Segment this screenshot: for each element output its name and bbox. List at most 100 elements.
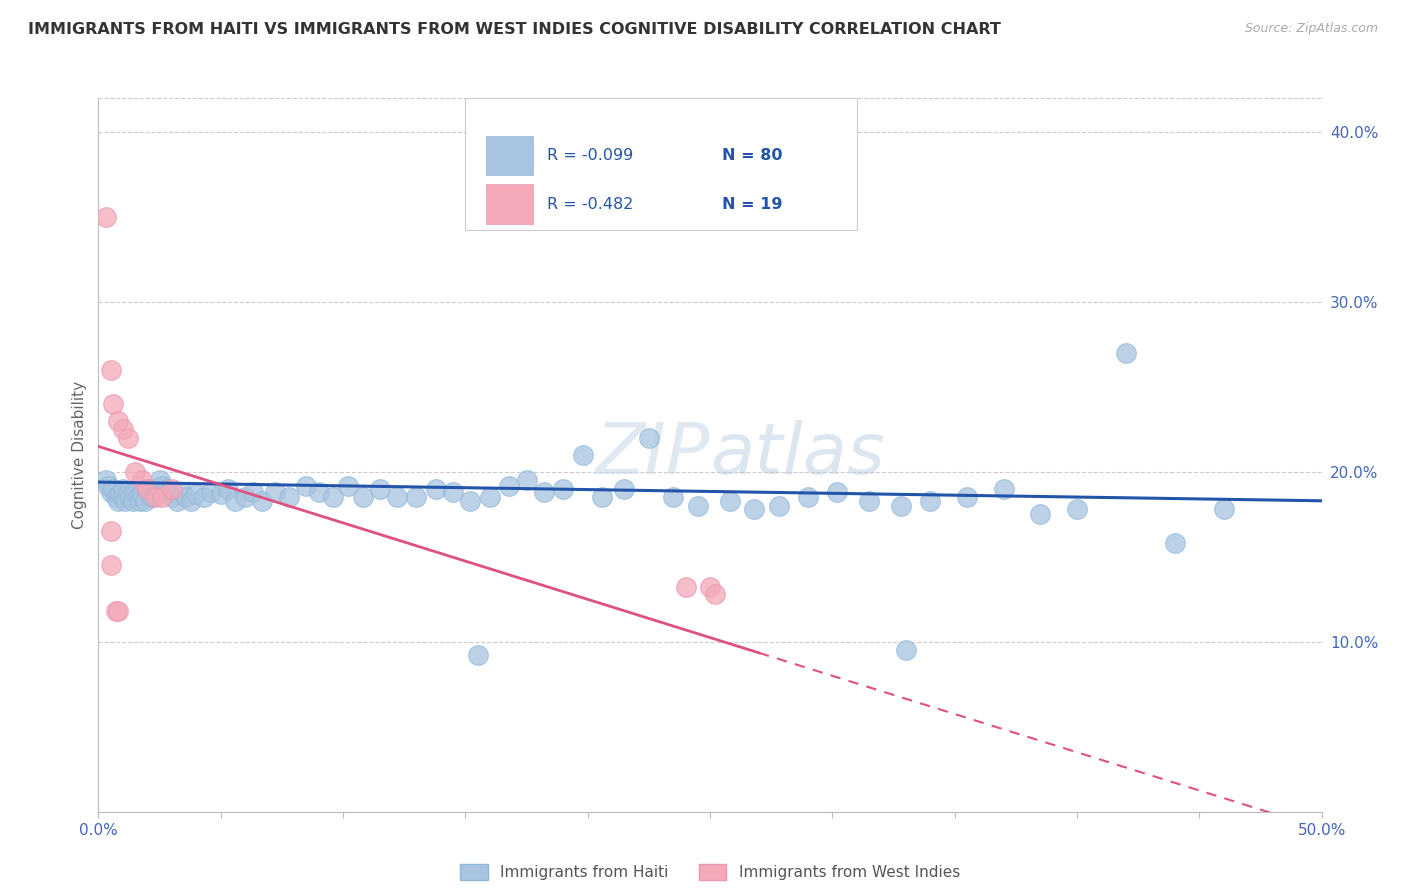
Point xyxy=(209,487,232,501)
Point xyxy=(127,491,149,505)
Point xyxy=(143,482,166,496)
Point xyxy=(104,604,127,618)
Point xyxy=(825,485,848,500)
Point xyxy=(1115,346,1137,360)
Point xyxy=(890,499,912,513)
Point xyxy=(352,491,374,505)
Point xyxy=(1066,502,1088,516)
Point xyxy=(572,448,595,462)
Point xyxy=(107,604,129,618)
Point xyxy=(170,485,193,500)
Bar xyxy=(486,136,533,175)
Point xyxy=(217,482,239,496)
Text: R = -0.482: R = -0.482 xyxy=(547,196,634,211)
Point xyxy=(1212,502,1234,516)
Point xyxy=(458,493,481,508)
Point xyxy=(233,491,256,505)
Point xyxy=(117,485,139,500)
Text: N = 19: N = 19 xyxy=(723,196,783,211)
Point xyxy=(100,363,122,377)
Point xyxy=(385,491,408,505)
Point xyxy=(591,491,613,505)
Point xyxy=(136,482,159,496)
Point xyxy=(124,485,146,500)
Point xyxy=(110,487,132,501)
Point xyxy=(100,524,122,539)
Point xyxy=(703,587,725,601)
Point xyxy=(686,499,709,513)
Point xyxy=(425,482,447,496)
Point xyxy=(200,485,222,500)
Point xyxy=(263,485,285,500)
Point xyxy=(478,491,501,505)
Point xyxy=(894,643,917,657)
Point xyxy=(150,478,173,492)
Point xyxy=(956,491,979,505)
Point xyxy=(252,493,274,508)
Point xyxy=(278,491,301,505)
Point xyxy=(186,487,208,501)
Point xyxy=(141,491,163,505)
Point xyxy=(101,482,124,496)
Point xyxy=(104,491,127,505)
Text: atlas: atlas xyxy=(710,420,884,490)
Point xyxy=(613,482,636,496)
Point xyxy=(224,493,246,508)
Point xyxy=(156,482,179,496)
Point xyxy=(1029,508,1052,522)
Point xyxy=(160,491,183,505)
Bar xyxy=(486,185,533,224)
Point xyxy=(124,465,146,479)
FancyBboxPatch shape xyxy=(465,98,856,230)
Text: R = -0.099: R = -0.099 xyxy=(547,148,634,163)
Point xyxy=(441,485,464,500)
Point xyxy=(131,487,153,501)
Point xyxy=(94,210,117,224)
Point xyxy=(295,478,318,492)
Point xyxy=(498,478,520,492)
Point xyxy=(515,474,537,488)
Point xyxy=(100,485,122,500)
Legend: Immigrants from Haiti, Immigrants from West Indies: Immigrants from Haiti, Immigrants from W… xyxy=(454,858,966,886)
Point xyxy=(742,502,765,516)
Point xyxy=(993,482,1015,496)
Point xyxy=(121,493,143,508)
Point xyxy=(308,485,330,500)
Point xyxy=(405,491,427,505)
Point xyxy=(160,482,183,496)
Point xyxy=(117,431,139,445)
Point xyxy=(920,493,942,508)
Point xyxy=(368,482,391,496)
Point xyxy=(107,414,129,428)
Point xyxy=(143,491,166,505)
Point xyxy=(149,474,172,488)
Point xyxy=(858,493,880,508)
Text: N = 80: N = 80 xyxy=(723,148,783,163)
Point xyxy=(134,493,156,508)
Point xyxy=(699,581,721,595)
Point xyxy=(166,493,188,508)
Point xyxy=(336,478,359,492)
Point xyxy=(136,482,159,496)
Point xyxy=(1164,536,1187,550)
Point xyxy=(97,478,120,492)
Point xyxy=(193,491,215,505)
Point xyxy=(662,491,685,505)
Point xyxy=(176,491,198,505)
Point xyxy=(139,487,162,501)
Point xyxy=(242,485,264,500)
Point xyxy=(533,485,555,500)
Point xyxy=(129,493,152,508)
Point xyxy=(150,491,173,505)
Point xyxy=(322,491,344,505)
Text: ZIP: ZIP xyxy=(596,420,710,490)
Point xyxy=(101,397,124,411)
Point xyxy=(675,581,697,595)
Point xyxy=(111,491,134,505)
Point xyxy=(553,482,575,496)
Point xyxy=(111,422,134,436)
Point xyxy=(180,493,202,508)
Point xyxy=(100,558,122,573)
Text: Source: ZipAtlas.com: Source: ZipAtlas.com xyxy=(1244,22,1378,36)
Point xyxy=(797,491,820,505)
